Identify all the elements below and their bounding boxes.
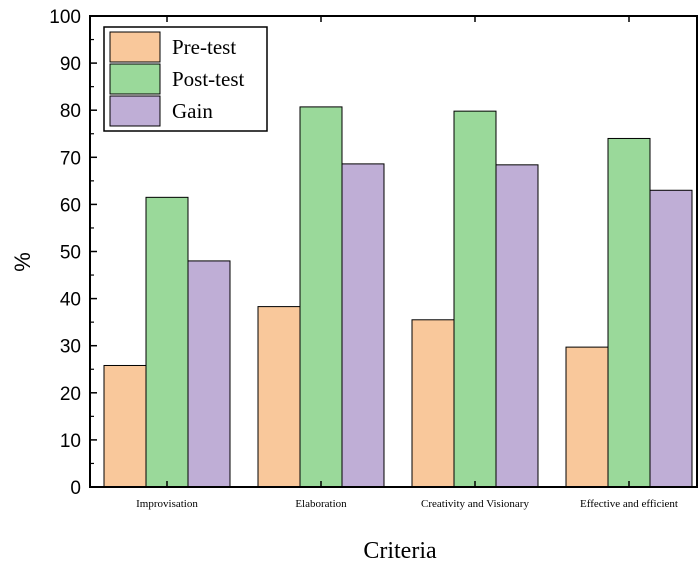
bar-post-test-2 [299,106,343,488]
legend-swatch-pre-test [109,31,161,63]
bar-post-test-3 [453,110,497,488]
bar-gain-3 [495,164,539,488]
y-tick-label: 100 [49,7,81,28]
bar-gain-4 [649,189,693,488]
y-tick-label: 50 [60,243,81,264]
y-tick-label: 40 [60,290,81,311]
legend: Pre-test Post-test Gain [103,26,268,132]
x-tick-label: Creativity and Visionary [421,498,529,510]
legend-swatch-gain [109,95,161,127]
y-tick-label: 90 [60,54,81,75]
x-axis: Improvisation Elaboration Creativity and V… [136,16,678,510]
x-tick-label: Effective and efficient [580,498,678,510]
x-tick-label: Improvisation [136,498,198,510]
bar-gain-1 [187,260,231,488]
y-tick-label: 10 [60,431,81,452]
legend-swatch-post-test [109,63,161,95]
bar-pre-test-4 [565,346,609,488]
bar-pre-test-2 [257,306,301,488]
bar-pre-test-1 [103,364,147,488]
bars-layer [103,106,693,488]
y-axis: 0 10 20 30 40 50 60 70 80 90 100 [49,7,97,499]
y-axis-title: % [10,252,35,272]
y-tick-label: 80 [60,101,81,122]
legend-label-post-test: Post-test [172,67,245,91]
bar-gain-2 [341,163,385,488]
y-tick-label: 30 [60,337,81,358]
bar-pre-test-3 [411,319,455,488]
x-tick-label: Elaboration [295,498,347,510]
bar-post-test-1 [145,196,189,488]
x-axis-title: Criteria [363,538,437,564]
y-tick-label: 0 [70,478,81,499]
y-tick-label: 70 [60,148,81,169]
legend-label-gain: Gain [172,99,213,123]
legend-label-pre-test: Pre-test [172,35,236,59]
y-tick-label: 20 [60,384,81,405]
y-tick-label: 60 [60,195,81,216]
bar-post-test-4 [607,137,651,488]
